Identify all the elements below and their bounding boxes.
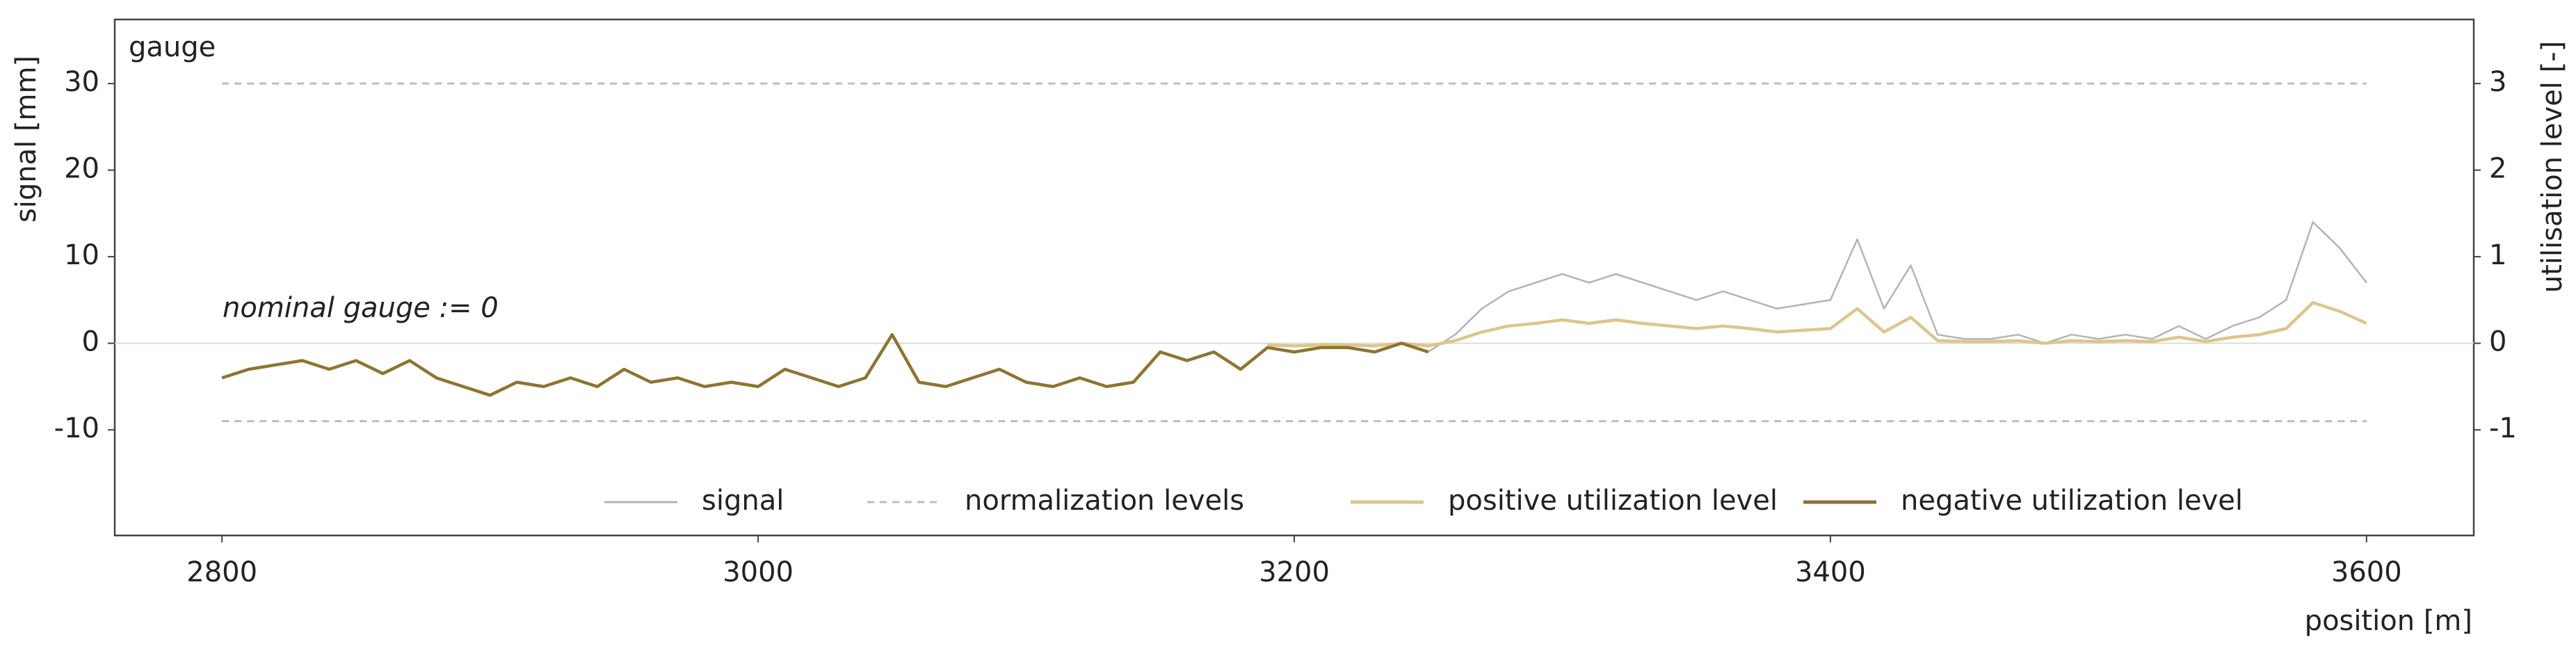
y2-tick-label: 2 [2489,153,2506,185]
x-axis-title: position [m] [2305,605,2472,637]
x-tick-label: 3400 [1795,556,1866,588]
x-tick-label: 3600 [2331,556,2402,588]
legend-label: negative utilization level [1901,485,2243,517]
series-line [221,221,2367,396]
annotation: nominal gauge := 0 [223,292,499,324]
y2-tick-label: 0 [2489,326,2506,358]
y2-axis-title: utilisation level [-] [2536,41,2568,293]
y-tick-label: 10 [64,239,99,271]
series-line [221,332,1429,397]
annotation: gauge [129,31,216,63]
y-axis-title: signal [mm] [10,56,42,223]
legend-label: normalization levels [965,485,1244,517]
y-tick-label: 20 [64,153,99,185]
legend-label: positive utilization level [1448,485,1778,517]
y2-tick-label: 3 [2489,66,2506,98]
plot-frame [113,18,2475,537]
series-line [1267,300,2367,348]
x-tick-label: 3000 [723,556,794,588]
x-tick-label: 2800 [186,556,257,588]
y-tick-label: 0 [82,326,99,358]
legend-label: signal [702,485,784,517]
x-tick-label: 3200 [1259,556,1330,588]
y2-tick-label: -1 [2489,412,2517,444]
y2-tick-label: 1 [2489,239,2506,271]
y-tick-label: 30 [64,66,99,98]
y-tick-label: -10 [54,412,99,444]
